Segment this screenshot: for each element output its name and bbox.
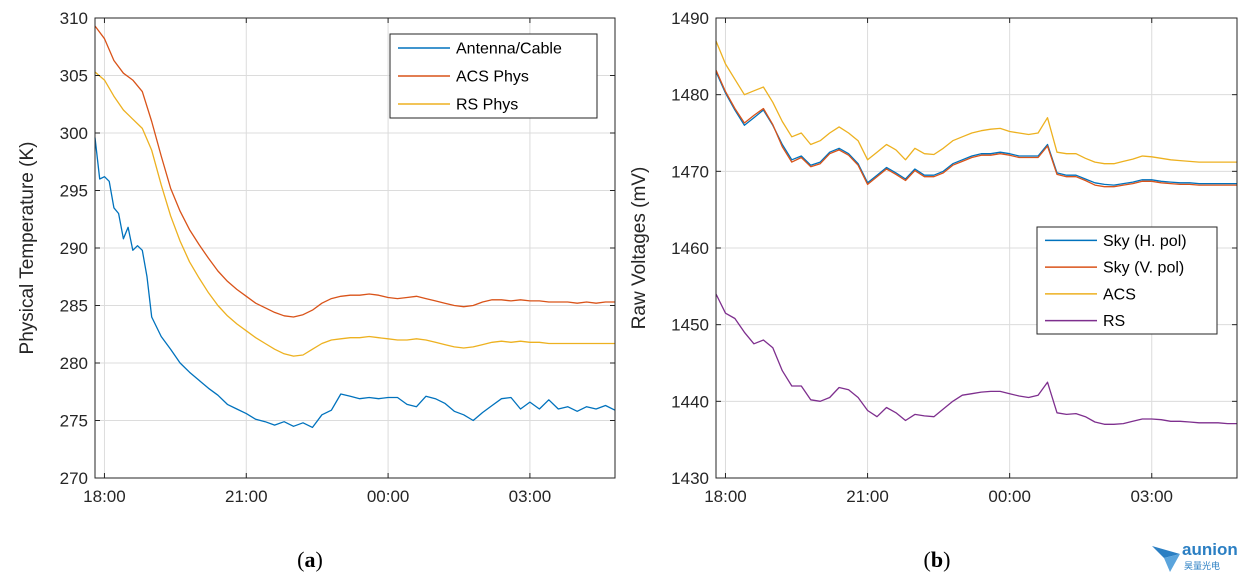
series-line-a-0 — [94, 137, 616, 429]
y-tick-label: 275 — [60, 412, 88, 431]
series-line-a-2 — [94, 71, 615, 357]
x-tick-label: 21:00 — [225, 487, 268, 506]
legend-box — [1036, 226, 1218, 335]
y-tick-label: 1470 — [671, 162, 709, 181]
legend: Sky (H. pol) Sky (V. pol) ACS RS — [1036, 226, 1218, 335]
series-line-a-1 — [94, 25, 615, 318]
y-tick-label: 1430 — [671, 469, 709, 488]
y-axis-label: Physical Temperature (K) — [17, 142, 38, 355]
y-tick-label: 1490 — [671, 9, 709, 28]
series-line-b-0 — [715, 71, 1237, 186]
legend-entry: Sky (V. pol) — [1103, 260, 1184, 277]
aunion-logo-icon — [1152, 546, 1180, 572]
watermark-subtitle: 昊量光电 — [1184, 562, 1221, 572]
x-tick-label: 18:00 — [83, 487, 126, 506]
y-tick-label: 310 — [60, 9, 88, 28]
series-line-b-1 — [715, 69, 1237, 188]
y-tick-label: 1450 — [671, 316, 709, 335]
y-tick-label: 1460 — [671, 239, 709, 258]
y-tick-label: 270 — [60, 469, 88, 488]
y-tick-label: 280 — [60, 354, 88, 373]
legend-entry: RS — [1103, 313, 1125, 330]
legend-entry: ACS Phys — [456, 69, 529, 86]
y-tick-label: 1480 — [671, 86, 709, 105]
y-axis-label: Raw Voltages (mV) — [629, 167, 650, 330]
watermark-brand: aunion — [1182, 540, 1238, 559]
x-tick-label: 03:00 — [1130, 487, 1173, 506]
legend-entry: RS Phys — [456, 97, 518, 114]
panel-label-a: (a) — [297, 547, 323, 572]
legend-entry: ACS — [1103, 286, 1136, 303]
series-line-b-3 — [715, 293, 1237, 425]
panel-a: 270 275 280 285 290 295 300 305 310 18:00 21:00 00:… — [17, 9, 616, 506]
series-line-b-2 — [715, 40, 1237, 165]
x-tick-label: 00:00 — [367, 487, 410, 506]
legend-entry: Antenna/Cable — [456, 41, 562, 58]
y-tick-label: 285 — [60, 297, 88, 316]
x-tick-label: 18:00 — [704, 487, 747, 506]
y-tick-label: 300 — [60, 124, 88, 143]
y-tick-label: 290 — [60, 239, 88, 258]
y-tick-label: 1440 — [671, 392, 709, 411]
y-tick-label: 305 — [60, 67, 88, 86]
x-tick-label: 00:00 — [988, 487, 1031, 506]
panel-label-b: (b) — [924, 547, 951, 572]
legend-entry: Sky (H. pol) — [1103, 233, 1187, 250]
y-tick-label: 295 — [60, 182, 88, 201]
x-tick-label: 03:00 — [509, 487, 552, 506]
panel-b: 1430 1440 1450 1460 1470 1480 1490 18:00 21:00 00… — [629, 9, 1238, 506]
legend: Antenna/Cable ACS Phys RS Phys — [389, 33, 598, 119]
x-tick-label: 21:00 — [846, 487, 889, 506]
